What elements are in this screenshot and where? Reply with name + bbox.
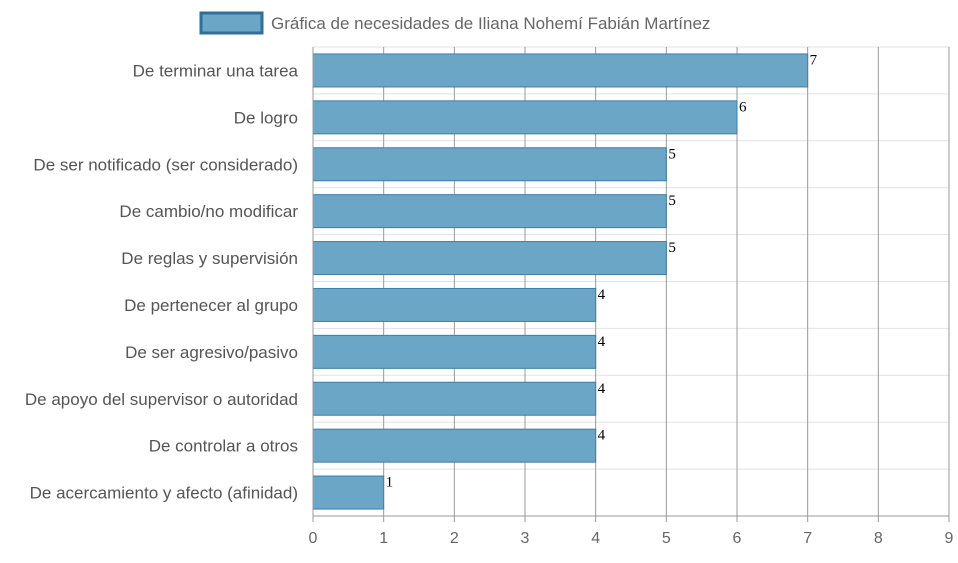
category-labels: De terminar una tarea De logro De ser noti…: [25, 61, 299, 502]
category-label: De ser notificado (ser considerado): [33, 155, 298, 174]
data-label: 4: [598, 334, 606, 350]
data-label: 4: [598, 287, 606, 303]
x-tick-label: 0: [309, 530, 318, 547]
x-tick-label: 8: [874, 530, 883, 547]
category-label: De acercamiento y afecto (afinidad): [30, 484, 298, 503]
category-label: De ser agresivo/pasivo: [125, 343, 298, 362]
data-label: 5: [668, 240, 676, 256]
data-label: 4: [598, 381, 606, 397]
bars: [312, 53, 809, 510]
category-label: De terminar una tarea: [133, 61, 299, 80]
x-axis: 0 1 2 3 4 5 6 7 8 9: [309, 47, 954, 547]
category-label: De controlar a otros: [149, 437, 298, 456]
data-label: 5: [668, 193, 676, 209]
bar[interactable]: [312, 428, 597, 463]
data-label: 4: [598, 428, 606, 444]
x-tick-label: 5: [662, 530, 671, 547]
bar[interactable]: [312, 53, 809, 88]
x-tick-label: 6: [733, 530, 742, 547]
x-tick-label: 3: [521, 530, 530, 547]
category-label: De logro: [234, 108, 298, 127]
category-label: De pertenecer al grupo: [124, 296, 298, 315]
x-tick-label: 2: [450, 530, 459, 547]
category-label: De reglas y supervisión: [121, 249, 298, 268]
legend[interactable]: Gráfica de necesidades de Iliana Nohemí …: [199, 11, 710, 35]
category-label: De apoyo del supervisor o autoridad: [25, 390, 298, 409]
bar[interactable]: [312, 147, 667, 182]
x-tick-label: 9: [945, 530, 954, 547]
data-label: 6: [739, 99, 747, 115]
x-tick-label: 4: [591, 530, 600, 547]
bar[interactable]: [312, 475, 385, 510]
bar[interactable]: [312, 381, 597, 416]
x-tick-label: 1: [379, 530, 388, 547]
data-label: 5: [668, 146, 676, 162]
bar[interactable]: [312, 100, 738, 135]
x-tick-label: 7: [803, 530, 812, 547]
bar[interactable]: [312, 287, 597, 322]
legend-swatch[interactable]: [199, 11, 264, 35]
data-label: 1: [386, 475, 394, 491]
value-labels: 7 6 5 5 5 4 4 4 4 1: [386, 52, 818, 490]
category-label: De cambio/no modificar: [119, 202, 298, 221]
bar[interactable]: [312, 194, 667, 229]
data-label: 7: [810, 52, 818, 68]
bar[interactable]: [312, 334, 597, 369]
bar[interactable]: [312, 241, 667, 276]
legend-label[interactable]: Gráfica de necesidades de Iliana Nohemí …: [271, 14, 710, 33]
